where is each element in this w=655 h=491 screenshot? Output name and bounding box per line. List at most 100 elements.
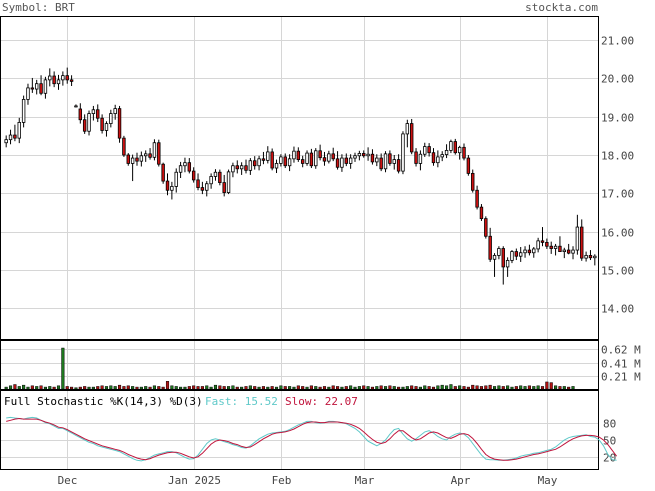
candle bbox=[65, 67, 69, 84]
candle-body bbox=[17, 122, 21, 139]
volume-bar bbox=[370, 386, 375, 390]
candle-body bbox=[200, 187, 205, 191]
volume-bar bbox=[96, 386, 100, 390]
volume-bar bbox=[222, 386, 226, 390]
candle-body bbox=[457, 146, 462, 154]
candle-body bbox=[144, 153, 148, 157]
price-y-axis: 21.00 20.00 19.00 18.00 17.00 16.00 15.00 14.00 bbox=[601, 35, 634, 316]
volume-bar bbox=[117, 384, 122, 390]
candle bbox=[292, 146, 296, 163]
price-panel-frame bbox=[0, 16, 599, 340]
candle bbox=[479, 204, 484, 221]
candle bbox=[161, 162, 165, 184]
volume-bar bbox=[135, 386, 139, 390]
candle bbox=[427, 143, 431, 157]
volume-bar bbox=[148, 386, 152, 390]
candle bbox=[104, 121, 109, 137]
candle-body bbox=[170, 186, 174, 191]
volume-bar bbox=[235, 386, 239, 390]
candle bbox=[344, 153, 348, 167]
candle bbox=[283, 153, 287, 169]
candle bbox=[431, 148, 436, 166]
volume-bar bbox=[322, 386, 327, 390]
volume-bar bbox=[144, 386, 148, 390]
volume-bar bbox=[152, 385, 156, 390]
candle-body bbox=[348, 157, 353, 164]
candle bbox=[501, 246, 505, 285]
candle bbox=[366, 147, 370, 161]
candle bbox=[231, 162, 235, 178]
volume-bar bbox=[205, 385, 209, 390]
candle-body bbox=[379, 157, 383, 170]
date-x-axis: Dec Jan 2025 Feb Mar Apr May bbox=[58, 474, 558, 487]
candle-body bbox=[52, 75, 56, 85]
volume-bar bbox=[213, 384, 218, 390]
candle-body bbox=[375, 157, 379, 163]
candle bbox=[196, 173, 200, 191]
candle bbox=[78, 103, 83, 124]
volume-bar bbox=[48, 386, 52, 390]
candle-body bbox=[558, 245, 562, 253]
candle-body bbox=[231, 165, 235, 173]
candle-body bbox=[183, 162, 187, 167]
volume-bar bbox=[458, 385, 462, 390]
candle-body bbox=[274, 163, 279, 169]
date-tick-label: Jan 2025 bbox=[168, 474, 221, 486]
candle-body bbox=[501, 248, 505, 268]
candle bbox=[379, 153, 383, 172]
candle bbox=[48, 68, 52, 87]
volume-bar bbox=[17, 386, 21, 390]
volume-bar bbox=[314, 386, 318, 390]
candle bbox=[388, 150, 392, 166]
candle bbox=[26, 83, 30, 105]
volume-bar bbox=[109, 385, 113, 390]
candle bbox=[135, 152, 139, 166]
volume-bar bbox=[540, 386, 545, 390]
candle bbox=[82, 114, 87, 134]
volume-bar bbox=[78, 386, 82, 390]
candle-body bbox=[366, 153, 370, 157]
candle-body bbox=[510, 251, 514, 261]
candle-body bbox=[475, 189, 479, 208]
volume-bar bbox=[187, 386, 191, 390]
candle-body bbox=[161, 163, 165, 182]
candle-body bbox=[427, 146, 431, 154]
candle-body bbox=[148, 153, 152, 158]
volume-bar bbox=[397, 386, 401, 390]
candle bbox=[540, 227, 545, 247]
candle-body bbox=[532, 248, 536, 254]
volume-tick-label: 0.62 M bbox=[601, 344, 641, 357]
price-tick-label: 16.00 bbox=[601, 227, 634, 240]
candle bbox=[375, 154, 379, 167]
candle-body bbox=[56, 79, 61, 85]
volume-series bbox=[4, 347, 575, 390]
volume-bar bbox=[336, 386, 340, 390]
volume-bar bbox=[183, 386, 187, 390]
volume-bar bbox=[274, 386, 279, 390]
candle bbox=[244, 159, 248, 174]
volume-bar bbox=[445, 385, 449, 390]
candle-body bbox=[588, 255, 593, 259]
candle-body bbox=[584, 255, 588, 259]
candle-body bbox=[423, 146, 427, 155]
candle-body bbox=[409, 123, 414, 153]
candle bbox=[571, 246, 575, 260]
candle-body bbox=[34, 83, 39, 90]
candle-body bbox=[370, 153, 375, 163]
candle bbox=[549, 241, 553, 254]
stochastic-fast-value: Fast: 15.52 bbox=[205, 395, 278, 408]
candle-body bbox=[13, 134, 17, 139]
candle bbox=[527, 244, 532, 256]
candle bbox=[8, 129, 13, 145]
candle-body bbox=[109, 113, 113, 124]
candle bbox=[562, 247, 567, 259]
volume-bar bbox=[192, 385, 196, 390]
candle-body bbox=[96, 109, 100, 119]
volume-bar bbox=[22, 384, 26, 390]
volume-bar bbox=[554, 385, 558, 390]
volume-bar bbox=[405, 386, 409, 390]
date-tick-label: Feb bbox=[272, 474, 292, 486]
candle-body bbox=[340, 157, 344, 168]
